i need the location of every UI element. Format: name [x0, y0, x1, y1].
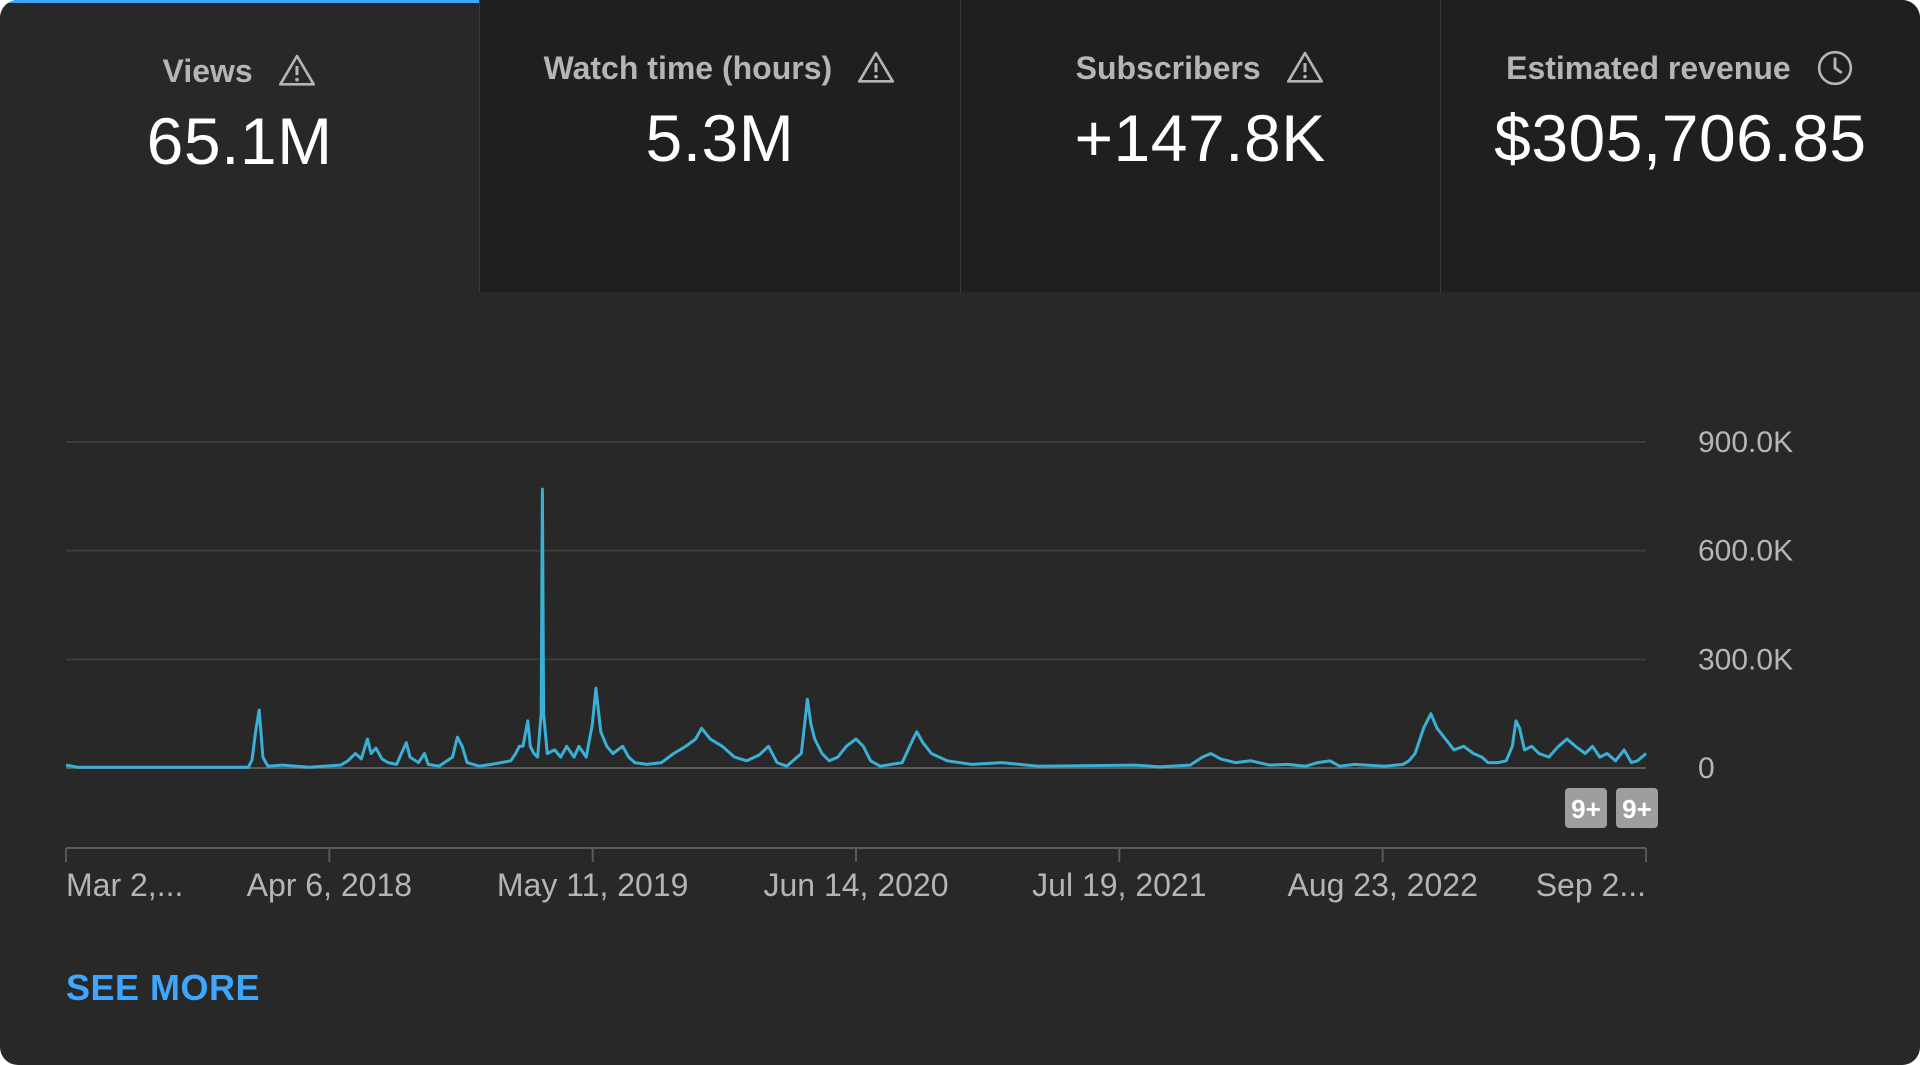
y-tick-label: 600.0K	[1698, 535, 1793, 568]
annotation-badge[interactable]: 9+	[1565, 788, 1607, 828]
tab-views[interactable]: Views 65.1M	[0, 0, 480, 292]
x-tick-label: Apr 6, 2018	[247, 867, 412, 903]
tab-subscribers-value: +147.8K	[1074, 101, 1326, 175]
warning-icon[interactable]	[1285, 48, 1325, 88]
x-tick-label: Sep 2...	[1536, 867, 1646, 903]
tab-views-value: 65.1M	[146, 104, 333, 178]
x-tick-label: Jun 14, 2020	[763, 867, 948, 903]
series-line-views	[65, 487, 1647, 769]
warning-icon[interactable]	[856, 48, 896, 88]
y-tick-label: 0	[1698, 752, 1715, 785]
tab-subscribers-label: Subscribers	[1075, 49, 1261, 86]
y-tick-label: 900.0K	[1698, 426, 1793, 459]
x-tick-label: Jul 19, 2021	[1032, 867, 1206, 903]
x-tick-label: Aug 23, 2022	[1287, 867, 1477, 903]
annotation-badge-label: 9+	[1571, 794, 1601, 824]
annotation-badge[interactable]: 9+	[1616, 788, 1658, 828]
tab-subscribers[interactable]: Subscribers +147.8K	[959, 0, 1440, 292]
tab-watch-time-value: 5.3M	[645, 101, 795, 175]
metric-tabs: Views 65.1M Watch time (hours) 5.3M	[0, 0, 1920, 292]
x-tick-label: May 11, 2019	[497, 867, 689, 903]
x-tick-label: Mar 2,...	[66, 867, 183, 903]
annotation-badge-bg	[1616, 788, 1658, 828]
tab-estimated-revenue-value: $305,706.85	[1494, 101, 1867, 175]
y-tick-label: 300.0K	[1698, 643, 1793, 676]
views-line-chart[interactable]: 900.0K 600.0K 300.0K 0 Mar 2,... Apr 6, 2018 M…	[0, 380, 1920, 920]
clock-icon[interactable]	[1815, 48, 1855, 88]
annotation-badge-bg	[1565, 788, 1607, 828]
tab-estimated-revenue-label: Estimated revenue	[1506, 49, 1791, 86]
tab-views-label: Views	[162, 52, 253, 89]
annotation-badge-label: 9+	[1622, 794, 1652, 824]
tab-watch-time[interactable]: Watch time (hours) 5.3M	[479, 0, 960, 292]
see-more-button[interactable]: SEE MORE	[66, 967, 261, 1008]
tab-estimated-revenue[interactable]: Estimated revenue $305,706.85	[1439, 0, 1920, 292]
tab-watch-time-label: Watch time (hours)	[543, 49, 833, 86]
warning-icon[interactable]	[277, 51, 317, 91]
